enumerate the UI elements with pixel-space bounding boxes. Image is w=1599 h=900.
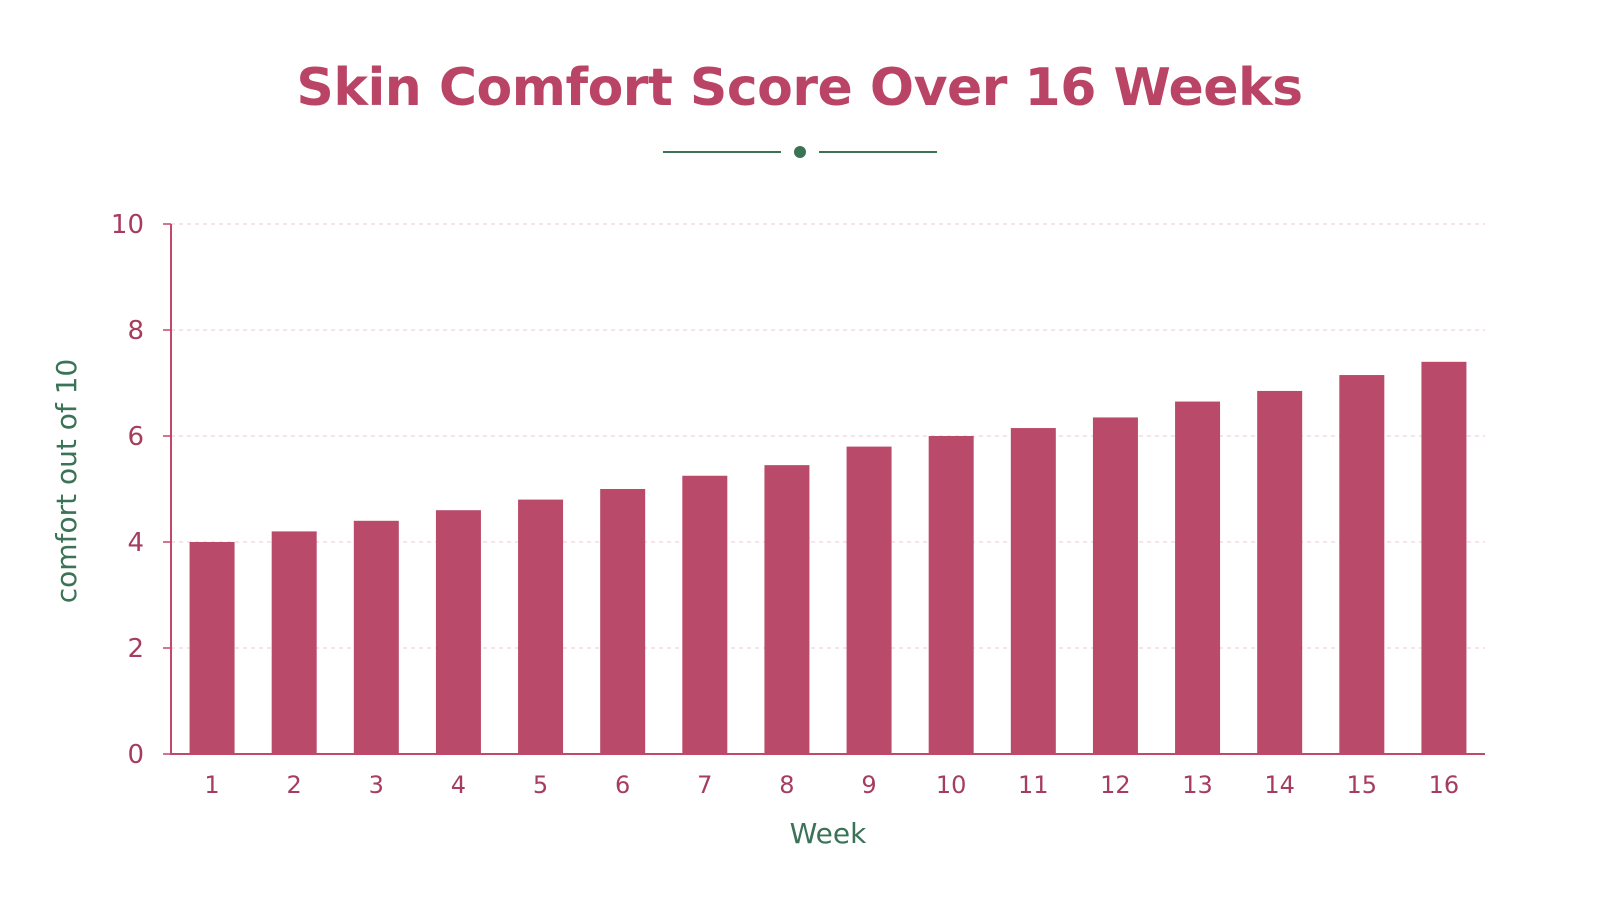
x-tick-label: 1	[204, 771, 219, 799]
bar	[435, 510, 481, 754]
bar	[600, 489, 646, 754]
y-tick-label: 10	[111, 210, 144, 240]
x-tick-label: 11	[1018, 771, 1049, 799]
y-tick-label: 0	[127, 740, 144, 770]
bar	[1092, 417, 1138, 754]
x-tick-label: 10	[936, 771, 967, 799]
x-tick-label: 7	[697, 771, 712, 799]
bar	[518, 499, 564, 754]
y-axis-label: comfort out of 10	[50, 359, 83, 603]
x-tick-label: 4	[451, 771, 466, 799]
x-tick-label: 3	[369, 771, 384, 799]
y-tick-label: 2	[127, 634, 144, 664]
bar	[682, 475, 728, 754]
x-tick-label: 14	[1264, 771, 1295, 799]
x-axis-label: Week	[790, 817, 867, 850]
bar	[1421, 361, 1467, 754]
x-tick-label: 12	[1100, 771, 1131, 799]
bar	[928, 436, 974, 754]
x-tick-label: 6	[615, 771, 630, 799]
x-tick-label: 5	[533, 771, 548, 799]
y-tick-label: 4	[127, 528, 144, 558]
x-tick-label: 16	[1429, 771, 1460, 799]
x-tick-label: 13	[1182, 771, 1213, 799]
divider-dot	[794, 146, 806, 158]
bar	[353, 520, 399, 754]
x-tick-label: 15	[1347, 771, 1378, 799]
y-tick-label: 8	[127, 316, 144, 346]
bar	[846, 446, 892, 754]
bar	[1010, 428, 1056, 754]
bar	[271, 531, 317, 754]
bar	[764, 465, 810, 754]
bar	[1339, 375, 1385, 754]
title-divider	[663, 146, 937, 158]
bar	[1257, 390, 1303, 754]
x-tick-label: 8	[779, 771, 794, 799]
y-tick-label: 6	[127, 422, 144, 452]
chart-title: Skin Comfort Score Over 16 Weeks	[296, 58, 1303, 118]
x-tick-label: 9	[861, 771, 876, 799]
bar	[189, 542, 235, 754]
x-tick-label: 2	[287, 771, 302, 799]
bar	[1175, 401, 1221, 754]
